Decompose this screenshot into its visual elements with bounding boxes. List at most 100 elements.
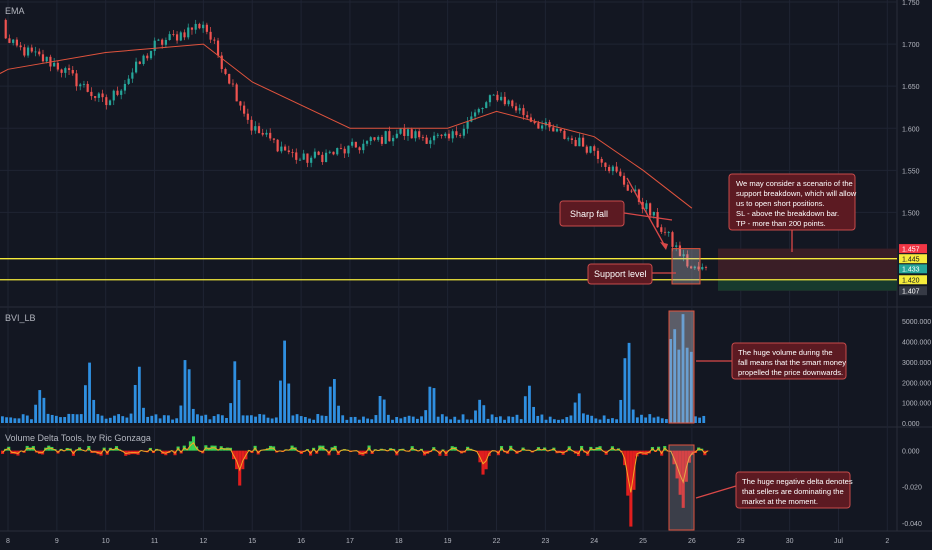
volume-bar — [63, 417, 67, 423]
candle-body — [403, 128, 406, 136]
candle-body — [131, 72, 134, 79]
price-tick-label: 1.650 — [902, 84, 920, 91]
candle-body — [421, 137, 425, 138]
time-tick-label: 2 — [885, 538, 889, 545]
time-tick-label: 25 — [639, 538, 647, 545]
volume-bar — [308, 418, 311, 423]
volume-bar — [386, 414, 390, 423]
price-tag-label: 1.457 — [902, 246, 920, 253]
candle-body — [153, 40, 156, 51]
candle-body — [660, 227, 663, 232]
volume-bar — [478, 399, 482, 423]
volume-bar — [21, 414, 25, 423]
volume-bar — [619, 399, 623, 423]
price-tick-label: 1.550 — [902, 168, 920, 175]
volume-bar — [117, 414, 120, 423]
volume-bar — [320, 415, 324, 423]
volume-bar — [631, 409, 635, 423]
volume-bar — [345, 419, 349, 423]
arrow-head-icon — [660, 242, 668, 250]
volume-bar — [196, 414, 199, 423]
candle-body — [187, 27, 190, 38]
delta-bar — [681, 450, 685, 508]
scenario-line-5: TP - more than 200 points. — [736, 219, 826, 228]
candle-body — [485, 102, 488, 109]
candle-body — [321, 154, 324, 163]
candle-body — [38, 51, 41, 55]
volume-bar — [507, 416, 511, 423]
candle-body — [507, 100, 510, 105]
volume-bar — [108, 417, 112, 423]
candle-body — [94, 96, 97, 98]
volume-bar — [17, 418, 21, 423]
volume-bar — [279, 380, 282, 423]
candle-body — [298, 159, 302, 161]
volume-bar — [13, 418, 17, 423]
candle-body — [339, 148, 343, 149]
candle-body — [64, 68, 67, 73]
scenario-line-2: support breakdown, which will allow — [736, 189, 857, 198]
candle-body — [589, 146, 592, 153]
candle-body — [164, 40, 167, 45]
volume-bar — [179, 405, 183, 423]
volume-bar — [225, 417, 228, 423]
volume-bar — [316, 414, 320, 423]
time-tick-label: 19 — [444, 538, 452, 545]
candle-body — [470, 116, 473, 122]
volume-bar — [482, 405, 486, 423]
volume-bar — [357, 419, 361, 423]
volume-bar — [602, 415, 606, 423]
candle-body — [209, 31, 212, 40]
volume-bar — [295, 414, 299, 423]
volume-bar — [644, 417, 648, 423]
candle-body — [395, 133, 398, 138]
delta-note-line-3: market at the moment. — [742, 497, 818, 506]
volume-bar — [540, 414, 544, 423]
volume-bar — [54, 415, 58, 423]
volume-bar — [374, 415, 378, 423]
price-tag — [899, 286, 927, 296]
candle-body — [410, 129, 413, 139]
volume-bar — [648, 414, 652, 423]
candle-body — [671, 232, 674, 247]
volume-axis: 5000.000 4000.000 3000.000 2000.000 1000.000… — [902, 319, 931, 428]
volume-bar — [420, 416, 423, 423]
volume-bar — [154, 414, 158, 423]
volume-bar — [353, 416, 357, 423]
candle-body — [71, 70, 74, 74]
candle-body — [581, 137, 585, 147]
support-lines — [0, 258, 897, 281]
volume-bar — [146, 416, 150, 423]
time-tick-label: 8 — [6, 538, 10, 545]
candle-body — [194, 23, 197, 30]
candle-body — [149, 50, 153, 59]
time-tick-label: 10 — [102, 538, 110, 545]
price-tag-label: 1.420 — [902, 278, 920, 285]
support-note-box — [587, 263, 653, 285]
sharp-fall-arrow-2 — [626, 177, 667, 249]
volume-highlight-box — [668, 310, 695, 424]
volume-bar — [382, 399, 386, 423]
volume-bar — [665, 419, 668, 423]
candle-body — [514, 106, 518, 111]
candle-body — [522, 108, 525, 116]
volume-bar — [565, 417, 569, 423]
candle-body — [578, 137, 581, 147]
candle-body — [105, 97, 108, 106]
candle-body — [112, 90, 115, 101]
candle-body — [455, 131, 458, 136]
candle-body — [134, 61, 138, 73]
volume-bar — [92, 399, 96, 423]
candle-body — [451, 131, 454, 139]
candle-body — [615, 166, 618, 172]
time-tick-label: 26 — [688, 538, 696, 545]
volume-bar — [362, 416, 365, 423]
price-tick-label: 1.500 — [902, 210, 920, 217]
candle-body — [116, 90, 119, 95]
candle-body — [481, 108, 484, 110]
volume-bar — [673, 329, 677, 423]
volume-bar — [594, 418, 598, 423]
candle-body — [313, 151, 316, 158]
price-tag — [899, 254, 927, 264]
